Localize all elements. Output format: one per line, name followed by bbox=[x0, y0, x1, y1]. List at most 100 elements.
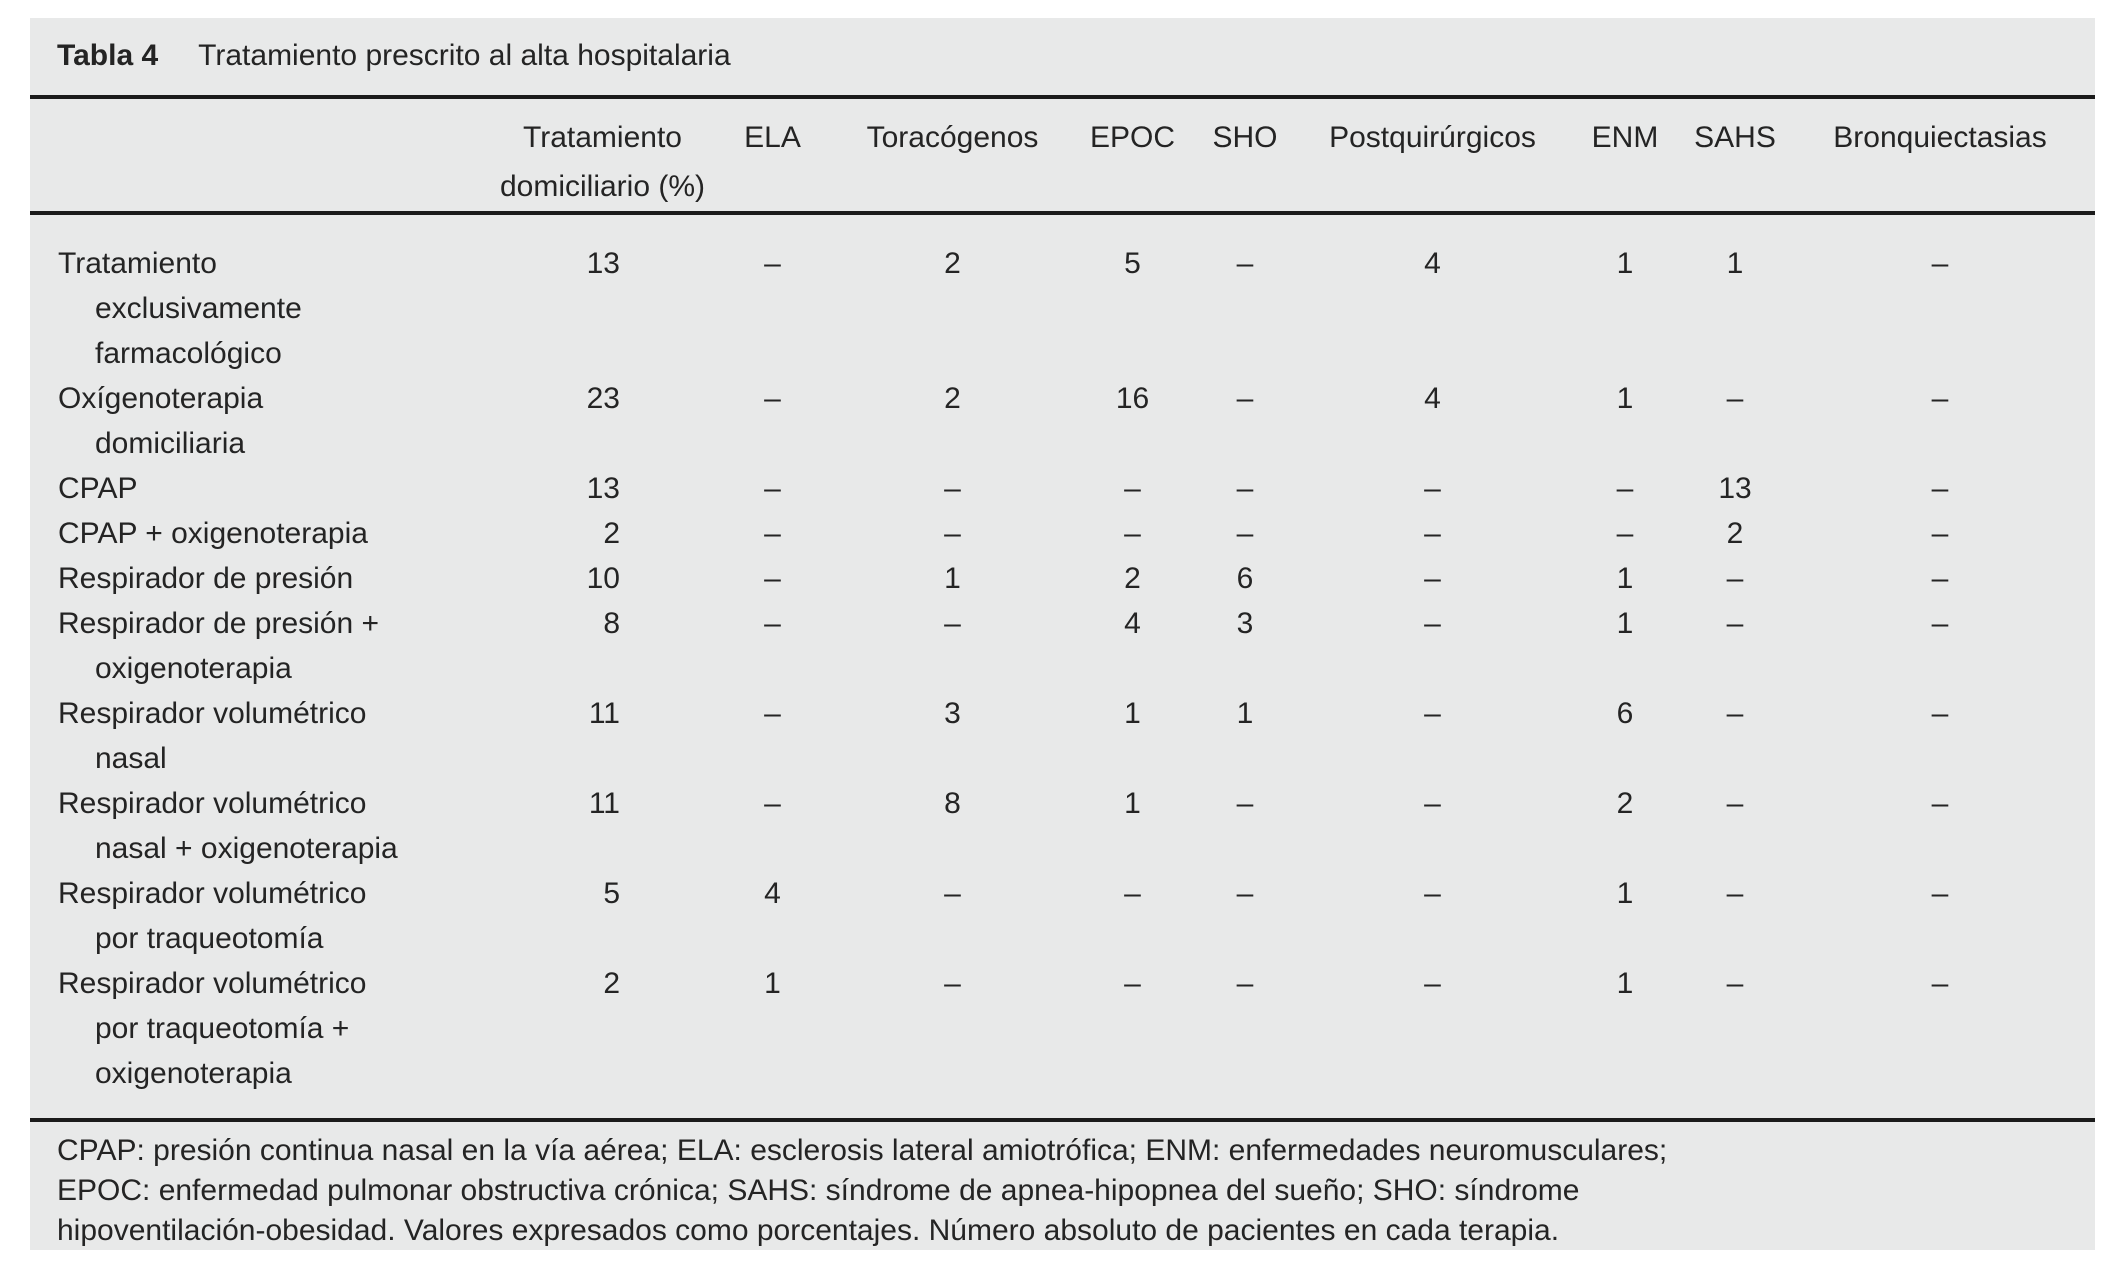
cell-value: 4 bbox=[1424, 247, 1441, 280]
row-label: Respirador de presión + oxigenoterapia bbox=[30, 601, 490, 691]
footnote-line: hipoventilación-obesidad. Valores expres… bbox=[57, 1214, 1560, 1247]
table-row: Respirador volumétrico nasal 11–3 1 1–6– – bbox=[30, 691, 2095, 781]
cell-value: – bbox=[1424, 697, 1441, 730]
header-line: domiciliario (%) bbox=[499, 170, 706, 203]
cell-value: – bbox=[1726, 697, 1744, 730]
row-label-line: Respirador volumétrico bbox=[58, 787, 367, 820]
cell-value: 1 bbox=[1616, 562, 1634, 595]
cell-value: – bbox=[764, 787, 781, 820]
cell-value: 1 bbox=[944, 562, 961, 595]
cell-value: – bbox=[1726, 877, 1744, 910]
cell-value: 1 bbox=[1124, 787, 1141, 820]
header-row: Tratamiento domiciliario (%) ELA Toracógeno… bbox=[30, 99, 2095, 215]
top-rule bbox=[30, 95, 2095, 99]
cell-value: – bbox=[1124, 517, 1141, 550]
column-header-tratamiento-domiciliario: Tratamiento domiciliario (%) bbox=[490, 99, 715, 215]
cell-value: – bbox=[1931, 382, 1949, 415]
cell-value: – bbox=[764, 382, 781, 415]
table-caption-label: Tabla 4 bbox=[57, 39, 159, 72]
row-label: Respirador volumétrico por traqueotomía bbox=[30, 871, 490, 961]
cell-value: – bbox=[1236, 517, 1254, 550]
header-line: ELA bbox=[744, 121, 801, 154]
cell-value: – bbox=[764, 517, 781, 550]
cell-value: – bbox=[1726, 787, 1744, 820]
cell-value: – bbox=[1931, 562, 1949, 595]
row-label-line: Respirador volumétrico bbox=[58, 697, 367, 730]
cell-value: – bbox=[1931, 472, 1949, 505]
cell-value: 6 bbox=[1616, 697, 1634, 730]
cell-value: – bbox=[1424, 472, 1441, 505]
cell-value: – bbox=[764, 607, 781, 640]
header-line: ENM bbox=[1591, 121, 1659, 154]
cell-value: – bbox=[1726, 607, 1744, 640]
footnote-line: CPAP: presión continua nasal en la vía a… bbox=[57, 1134, 1668, 1167]
row-label-line: Oxígenoterapia bbox=[58, 382, 264, 415]
cell-value: 11 bbox=[588, 697, 620, 730]
cell-value: 10 bbox=[586, 562, 620, 595]
column-header-enm: ENM bbox=[1565, 99, 1685, 215]
footnote-line: EPOC: enfermedad pulmonar obstructiva cr… bbox=[57, 1174, 1580, 1207]
cell-value: – bbox=[1236, 877, 1254, 910]
cell-value: – bbox=[764, 472, 781, 505]
column-header-epoc: EPOC bbox=[1075, 99, 1190, 215]
table-row: Respirador de presión 10 – 1 2 6 – 1 – – bbox=[30, 556, 2095, 601]
cell-value: 2 bbox=[1124, 562, 1141, 595]
table-footnote: CPAP: presión continua nasal en la vía a… bbox=[30, 1122, 2095, 1250]
cell-value: 5 bbox=[603, 877, 620, 910]
table-header: Tratamiento domiciliario (%) ELA Toracógeno… bbox=[30, 99, 2095, 215]
data-table: Tratamiento domiciliario (%) ELA Toracógeno… bbox=[30, 99, 2095, 1118]
cell-value: 2 bbox=[603, 517, 620, 550]
cell-value: – bbox=[764, 697, 781, 730]
row-label: Respirador volumétrico nasal + oxigenoter… bbox=[30, 781, 490, 871]
row-label-line: exclusivamente bbox=[95, 292, 302, 325]
row-label-line: Respirador de presión + bbox=[58, 607, 380, 640]
row-label: CPAP + oxigenoterapia bbox=[30, 511, 490, 556]
column-header-toracogenos: Toracógenos bbox=[830, 99, 1075, 215]
header-line: SHO bbox=[1212, 121, 1278, 154]
row-label-line: Respirador de presión bbox=[58, 562, 354, 595]
cell-value: 1 bbox=[1124, 697, 1141, 730]
cell-value: – bbox=[1124, 877, 1141, 910]
row-label: Respirador volumétrico por traqueotomía +… bbox=[30, 961, 490, 1118]
cell-value: – bbox=[944, 517, 961, 550]
table-row: CPAP + oxigenoterapia 2 – – – – – – 2 – bbox=[30, 511, 2095, 556]
cell-value: – bbox=[1236, 967, 1254, 1000]
cell-value: 6 bbox=[1236, 562, 1254, 595]
row-label: Respirador volumétrico nasal bbox=[30, 691, 490, 781]
cell-value: 1 bbox=[1616, 967, 1634, 1000]
cell-value: – bbox=[1931, 967, 1949, 1000]
cell-value: – bbox=[1931, 607, 1949, 640]
table-row: Respirador volumétrico por traqueotomía +… bbox=[30, 961, 2095, 1118]
cell-value: – bbox=[1931, 517, 1949, 550]
cell-value: – bbox=[1726, 382, 1744, 415]
cell-value: – bbox=[1931, 697, 1949, 730]
cell-value: – bbox=[1424, 607, 1441, 640]
cell-value: 4 bbox=[764, 877, 781, 910]
table-row: Respirador volumétrico por traqueotomía 5 4… bbox=[30, 871, 2095, 961]
table-body: Tratamiento exclusivamente farmacológico 13… bbox=[30, 215, 2095, 1118]
cell-value: 13 bbox=[1718, 472, 1752, 505]
column-header-sahs: SAHS bbox=[1685, 99, 1785, 215]
row-label-line: Respirador volumétrico bbox=[58, 877, 367, 910]
cell-value: – bbox=[1424, 967, 1441, 1000]
header-line: Bronquiectasias bbox=[1833, 121, 2047, 154]
cell-value: 1 bbox=[1726, 247, 1744, 280]
cell-value: 1 bbox=[764, 967, 781, 1000]
table-row: Respirador volumétrico nasal + oxigenoter… bbox=[30, 781, 2095, 871]
cell-value: – bbox=[1726, 967, 1744, 1000]
cell-value: – bbox=[1236, 382, 1254, 415]
cell-value: – bbox=[1424, 562, 1441, 595]
row-label: Respirador de presión bbox=[30, 556, 490, 601]
column-header-sho: SHO bbox=[1190, 99, 1300, 215]
table-row: Respirador de presión + oxigenoterapia 8 – –… bbox=[30, 601, 2095, 691]
row-label-line: nasal + oxigenoterapia bbox=[95, 832, 398, 865]
cell-value: – bbox=[1931, 247, 1949, 280]
cell-value: 3 bbox=[1236, 607, 1254, 640]
row-label: CPAP bbox=[30, 466, 490, 511]
row-label-line: domiciliaria bbox=[95, 427, 246, 460]
cell-value: – bbox=[764, 562, 781, 595]
column-header-row-header bbox=[30, 99, 490, 215]
cell-value: 13 bbox=[586, 247, 620, 280]
table-caption-title: Tratamiento prescrito al alta hospitalar… bbox=[198, 39, 731, 72]
